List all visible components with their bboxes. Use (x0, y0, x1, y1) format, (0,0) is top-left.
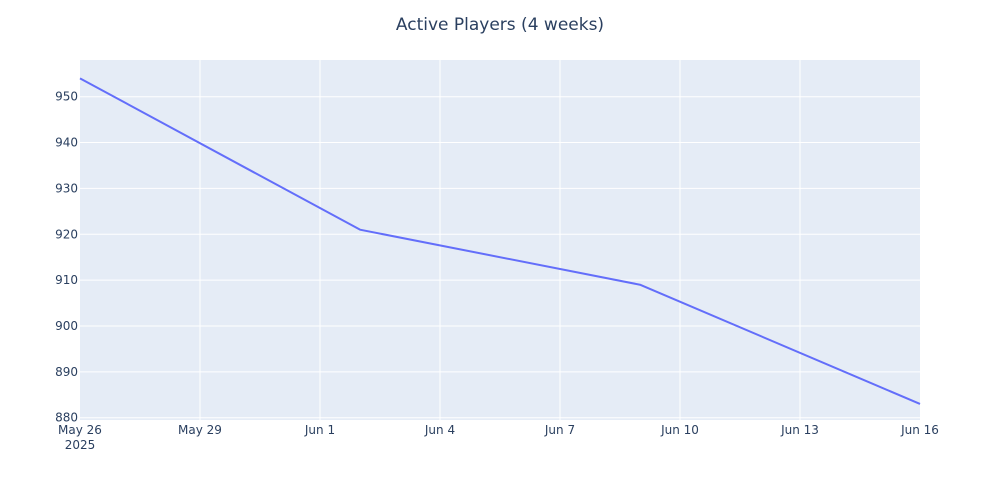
x-tick-label: May 29 (178, 423, 222, 437)
y-tick-label: 940 (55, 136, 78, 150)
y-tick-label: 880 (55, 411, 78, 425)
x-tick-label: Jun 7 (544, 423, 575, 437)
y-axis-ticks: 880 890 900 910 920 930 940 950 (55, 90, 78, 425)
x-tick-year-label: 2025 (65, 438, 96, 452)
x-tick-label: Jun 1 (304, 423, 335, 437)
plot-area (80, 60, 920, 420)
y-tick-label: 930 (55, 181, 78, 195)
x-tick-label: Jun 13 (780, 423, 819, 437)
y-tick-label: 910 (55, 273, 78, 287)
series-layer (79, 77, 921, 405)
grid-lines (80, 60, 920, 420)
x-tick-label: Jun 4 (424, 423, 455, 437)
chart-title: Active Players (4 weeks) (396, 15, 604, 35)
x-tick-label: May 26 (58, 423, 102, 437)
y-tick-label: 950 (55, 90, 78, 104)
y-tick-label: 890 (55, 365, 78, 379)
x-tick-label: Jun 16 (900, 423, 939, 437)
x-tick-label: Jun 10 (660, 423, 699, 437)
y-tick-label: 900 (55, 319, 78, 333)
y-tick-label: 920 (55, 227, 78, 241)
series-line (79, 77, 921, 405)
